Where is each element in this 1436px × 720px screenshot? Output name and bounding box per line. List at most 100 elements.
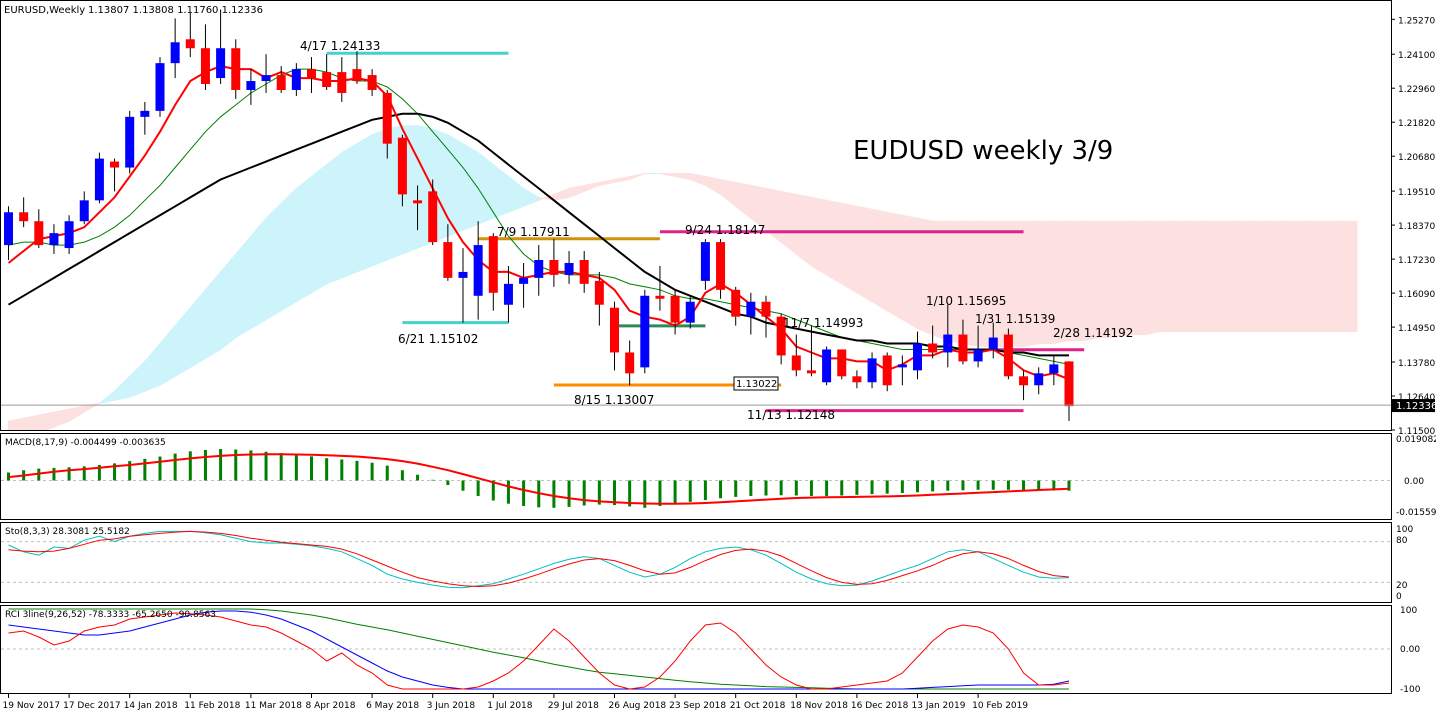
cloud-segment-bull — [205, 270, 222, 360]
candle-bear — [110, 161, 120, 168]
cloud-segment-bear — [1326, 220, 1343, 333]
candle-bear — [958, 334, 968, 362]
cloud-segment-bear — [38, 411, 55, 430]
candle-bear — [928, 343, 938, 353]
cloud-segment-bear — [53, 408, 70, 428]
cloud-segment-bull — [356, 133, 373, 273]
date-axis: 19 Nov 2017 17 Dec 2017 14 Jan 2018 11 Feb … — [3, 694, 1028, 711]
cloud-segment-bull — [371, 128, 388, 267]
stochastic-panel-frame — [0, 522, 1392, 603]
cloud-segment-bull — [114, 375, 131, 401]
candle-bear — [276, 75, 286, 90]
cloud-segment-bear — [795, 193, 812, 268]
macd-tick-bottom: -0.015599 — [1396, 508, 1436, 518]
cloud-segment-bear — [568, 184, 585, 199]
cloud-segment-bull — [235, 234, 252, 339]
candle-bear — [791, 355, 801, 371]
rci-title: RCI 3line(9,26,52) -78.3333 -65.2650 -90… — [5, 610, 216, 620]
cloud-segment-bear — [1068, 220, 1085, 341]
price-tick-label: 1.25270 — [1398, 16, 1435, 26]
cloud-segment-bear — [1310, 220, 1327, 333]
cloud-segment-bear — [735, 181, 752, 220]
cloud-segment-bull — [99, 390, 115, 404]
cloud-segment-bear — [811, 196, 828, 276]
candle-bull — [246, 81, 256, 90]
level-label-1-10: 1/10 1.15695 — [926, 294, 1006, 308]
date-tick-label: 11 Feb 2018 — [184, 701, 240, 711]
candle-bear — [34, 221, 44, 246]
cloud-segment-bear — [1023, 220, 1040, 348]
candle-bear — [549, 259, 559, 275]
macd-title: MACD(8,17,9) -0.004499 -0.003635 — [5, 438, 166, 448]
current-price-label: 1.12336 — [1396, 401, 1436, 412]
cloud-segment-bull — [477, 151, 494, 225]
candle-bear — [337, 72, 347, 93]
cloud-segment-bear — [1114, 220, 1131, 339]
candle-bull — [4, 212, 13, 246]
cloud-segment-bull — [523, 187, 540, 208]
candle-bull — [94, 158, 104, 201]
candle-bear — [1019, 376, 1029, 386]
cloud-segment-bull — [220, 252, 237, 351]
cloud-segment-bear — [68, 405, 85, 422]
cloud-segment-bull — [159, 324, 176, 387]
sto-signal-line — [8, 530, 1070, 588]
candle-bear — [655, 295, 665, 299]
cloud-segment-bear — [629, 173, 645, 181]
cloud-segment-bull — [189, 288, 206, 369]
candle-bull — [897, 364, 907, 368]
cloud-segment-bull — [144, 342, 161, 392]
price-tick-label: 1.14950 — [1398, 324, 1435, 334]
price-tick-label: 1.16090 — [1398, 290, 1435, 300]
cloud-segment-bull — [507, 175, 525, 214]
candle-bull — [64, 221, 74, 249]
candle-bull — [125, 116, 135, 168]
candle-bull — [503, 283, 513, 305]
cloud-segment-bull — [129, 360, 146, 398]
price-tick-label: 1.18370 — [1398, 222, 1435, 232]
candle-bear — [382, 92, 392, 144]
rci-tick-100: 100 — [1400, 606, 1417, 616]
candle-bull — [822, 349, 832, 383]
cloud-segment-bear — [1098, 220, 1115, 338]
cloud-segment-bear — [1144, 220, 1161, 336]
candle-bear — [852, 376, 862, 383]
candle-bull — [291, 69, 301, 90]
candle-bull — [170, 42, 180, 64]
candle-bear — [428, 191, 438, 243]
symbol-label: EURUSD,Weekly — [4, 5, 85, 16]
cloud-segment-bear — [720, 178, 737, 208]
cloud-segment-bull — [326, 151, 343, 285]
candle-bear — [19, 212, 29, 222]
candle-bear — [1003, 334, 1013, 377]
candle-bear — [231, 48, 241, 90]
rci-panel-frame — [0, 605, 1392, 694]
cloud-segment-bear — [962, 220, 979, 348]
cloud-segment-bull — [492, 163, 509, 219]
cloud-segment-bull — [462, 142, 479, 231]
candle-bull — [458, 271, 468, 278]
stochastic-indicator — [1, 530, 1391, 589]
candle-bull — [685, 301, 695, 323]
candle-bull — [140, 110, 150, 117]
date-tick-label: 21 Oct 2018 — [730, 701, 786, 711]
candle-bear — [397, 137, 407, 195]
candle-bull — [564, 262, 574, 275]
current-price-marker — [1392, 399, 1435, 413]
candle-bull — [519, 277, 529, 284]
sto-tick-80: 80 — [1396, 536, 1408, 546]
cloud-segment-bull — [280, 187, 297, 312]
cloud-segment-bear — [1129, 220, 1146, 336]
level-label-2-28: 2/28 1.14192 — [1053, 326, 1133, 340]
cloud-segment-bear — [83, 402, 100, 413]
candles — [4, 9, 1074, 422]
date-tick-label: 14 Jan 2018 — [124, 701, 178, 711]
cloud-segment-bear — [1159, 220, 1176, 333]
level-label-7-9: 7/9 1.17911 — [497, 225, 570, 239]
price-tick-label: 1.19510 — [1398, 188, 1435, 198]
date-tick-label: 26 Aug 2018 — [609, 701, 667, 711]
price-tick-label: 1.21820 — [1398, 119, 1435, 129]
sto-tick-0: 0 — [1396, 592, 1402, 602]
candle-bear — [367, 75, 377, 90]
